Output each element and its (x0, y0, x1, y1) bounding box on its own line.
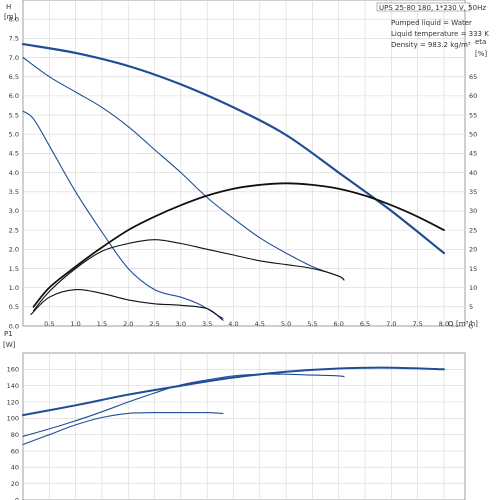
x-tick-label: 7.5 (412, 320, 422, 328)
eta-y-tick-label: 50 (469, 131, 477, 139)
head-curve-2 (22, 56, 345, 281)
efficiency-curve-6 (30, 288, 224, 321)
head-y-tick-label: 3.0 (9, 207, 19, 215)
eta-y-tick-label: 30 (469, 207, 477, 215)
eta-axis-label: eta (475, 38, 486, 46)
power-curve-2 (22, 373, 345, 437)
legend-item-density: Density = 983.2 kg/m³ (391, 41, 471, 49)
head-y-tick-label: 5.5 (9, 111, 19, 119)
x-tick-label: 2.5 (149, 320, 159, 328)
eta-y-tick-label: 0 (469, 322, 473, 330)
eta-axis-unit: [%] (475, 50, 487, 58)
head-y-tick-label: 0.5 (9, 303, 19, 311)
eta-y-tick-label: 60 (469, 92, 477, 100)
eta-y-tick-label: 15 (469, 265, 477, 273)
eta-y-tick-label: 65 (469, 73, 477, 81)
power-curve-3 (22, 412, 224, 446)
head-panel-frame (22, 0, 466, 327)
head-y-tick-label: 4.5 (9, 150, 19, 158)
power-y-tick-label: 120 (7, 398, 19, 406)
power-curve-1 (22, 366, 445, 417)
eta-y-tick-label: 55 (469, 111, 477, 119)
eta-y-tick-label: 5 (469, 303, 473, 311)
head-y-tick-label: 4.0 (9, 169, 19, 177)
head-y-tick-label: 1.5 (9, 265, 19, 273)
x-tick-label: 8.0 (439, 320, 449, 328)
head-y-tick-label: 1.0 (9, 284, 19, 292)
eta-y-tick-label: 20 (469, 246, 477, 254)
head-y-tick-label: 6.0 (9, 92, 19, 100)
head-y-tick-label: 8.0 (9, 15, 19, 23)
power-y-tick-label: 0 (15, 496, 19, 500)
x-tick-label: 7.0 (386, 320, 396, 328)
power-panel-frame (22, 352, 466, 500)
x-tick-label: 1.5 (97, 320, 107, 328)
head-y-tick-label: 3.5 (9, 188, 19, 196)
head-y-tick-label: 2.0 (9, 246, 19, 254)
head-efficiency-panel: 0.5 1.0 1.5 2.0 2.5 3.0 3.5 4.0 4.5 5.0 5.5 6.0 6.5 7… (4, 0, 489, 330)
eta-y-tick-label: 45 (469, 150, 477, 158)
power-axis-label: P1 (4, 330, 13, 338)
x-tick-label: 3.5 (202, 320, 212, 328)
efficiency-curve-4 (32, 182, 445, 308)
x-tick-label: 1.0 (70, 320, 80, 328)
head-y-tick-label: 7.5 (9, 35, 19, 43)
power-axis-unit: [W] (3, 341, 16, 349)
title-frame (376, 2, 471, 12)
head-curve-1 (21, 43, 446, 255)
eta-y-tick-label: 25 (469, 226, 477, 234)
power-y-axis-ticks: 0 20 40 60 80 100 120 140 160 (7, 366, 19, 500)
power-curves (22, 366, 445, 446)
head-y-tick-label: 5.0 (9, 131, 19, 139)
head-y-tick-label: 0.0 (9, 322, 19, 330)
eta-y-tick-label: 35 (469, 188, 477, 196)
head-efficiency-curves (21, 43, 446, 321)
eta-y-tick-label: 40 (469, 169, 477, 177)
power-y-tick-label: 160 (7, 366, 19, 374)
legend-box: UPS 25-80 180, 1*230 V, 50Hz Pumped liqu… (376, 2, 489, 49)
head-y-tick-label: 7.0 (9, 54, 19, 62)
eta-y-tick-label: 10 (469, 284, 477, 292)
x-tick-label: 0.5 (44, 320, 54, 328)
power-y-tick-label: 40 (11, 464, 19, 472)
power-y-tick-label: 80 (11, 431, 19, 439)
power-y-tick-label: 100 (7, 415, 19, 423)
x-axis-ticks: 0.5 1.0 1.5 2.0 2.5 3.0 3.5 4.0 4.5 5.0 5.5 6.0 6.5 7… (44, 320, 449, 328)
x-tick-label: 6.0 (334, 320, 344, 328)
right-y-axis-ticks: 0 5 10 15 20 25 30 35 40 45 50 55 60 65 (469, 73, 477, 330)
power-y-tick-label: 60 (11, 447, 19, 455)
head-y-tick-label: 2.5 (9, 226, 19, 234)
power-y-tick-label: 20 (11, 480, 19, 488)
x-tick-label: 4.5 (255, 320, 265, 328)
power-y-tick-label: 140 (7, 382, 19, 390)
x-tick-label: 5.0 (281, 320, 291, 328)
x-tick-label: 4.0 (228, 320, 238, 328)
flow-axis-unit: [m³/h] (456, 320, 478, 328)
x-tick-label: 3.0 (176, 320, 186, 328)
efficiency-curve-5 (32, 239, 345, 312)
x-tick-label: 2.0 (123, 320, 133, 328)
x-tick-label: 6.5 (360, 320, 370, 328)
legend-item-temperature: Liquid temperature = 333 K (391, 30, 489, 38)
head-axis-label: H (6, 3, 11, 11)
legend-item-liquid: Pumped liquid = Water (391, 19, 472, 27)
flow-axis-label: Q (448, 320, 454, 328)
left-y-axis-ticks: 0.0 0.5 1.0 1.5 2.0 2.5 3.0 3.5 4.0 4.5 5.0 5.5 6.0 6… (9, 15, 19, 330)
chart-title: UPS 25-80 180, 1*230 V, 50Hz (379, 4, 486, 12)
power-panel: 0 20 40 60 80 100 120 140 160 P1 [W] (3, 330, 466, 500)
x-tick-label: 5.5 (307, 320, 317, 328)
head-axis-unit: [m] (4, 13, 17, 21)
head-y-tick-label: 6.5 (9, 73, 19, 81)
